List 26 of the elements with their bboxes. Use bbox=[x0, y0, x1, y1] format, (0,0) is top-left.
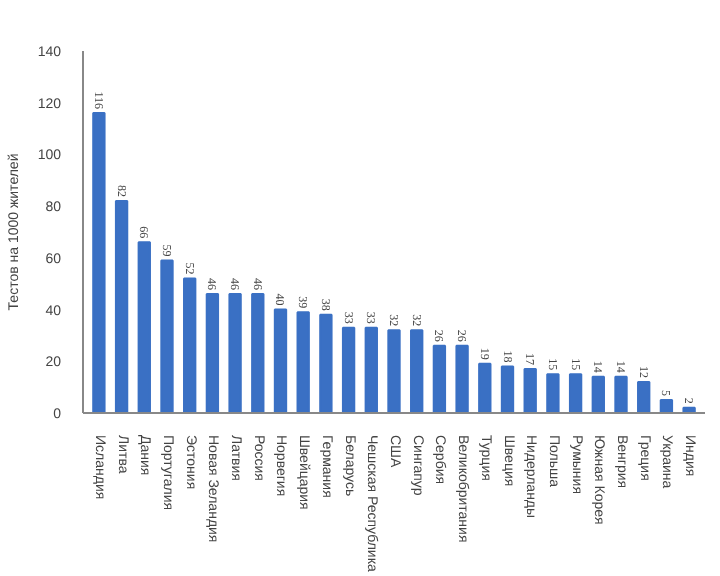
bar bbox=[659, 399, 674, 413]
bar bbox=[114, 199, 129, 413]
bar bbox=[478, 362, 492, 413]
bar bbox=[614, 375, 628, 413]
bar bbox=[637, 380, 651, 413]
bar bbox=[183, 277, 197, 413]
bar bbox=[364, 326, 378, 413]
bar bbox=[410, 329, 424, 413]
bar bbox=[500, 365, 515, 413]
bar bbox=[568, 373, 583, 413]
bar bbox=[455, 344, 469, 413]
bar bbox=[137, 241, 151, 413]
bar bbox=[251, 293, 265, 413]
bar bbox=[205, 293, 220, 413]
bar bbox=[546, 373, 560, 413]
bar bbox=[160, 259, 174, 413]
bar bbox=[273, 308, 288, 413]
bar bbox=[92, 112, 106, 413]
bar bbox=[228, 293, 242, 413]
bar bbox=[296, 311, 310, 413]
bar bbox=[432, 344, 447, 413]
bar bbox=[319, 313, 333, 413]
bar bbox=[387, 329, 401, 413]
bar bbox=[341, 326, 356, 413]
bar bbox=[591, 375, 605, 413]
bar bbox=[523, 368, 537, 413]
